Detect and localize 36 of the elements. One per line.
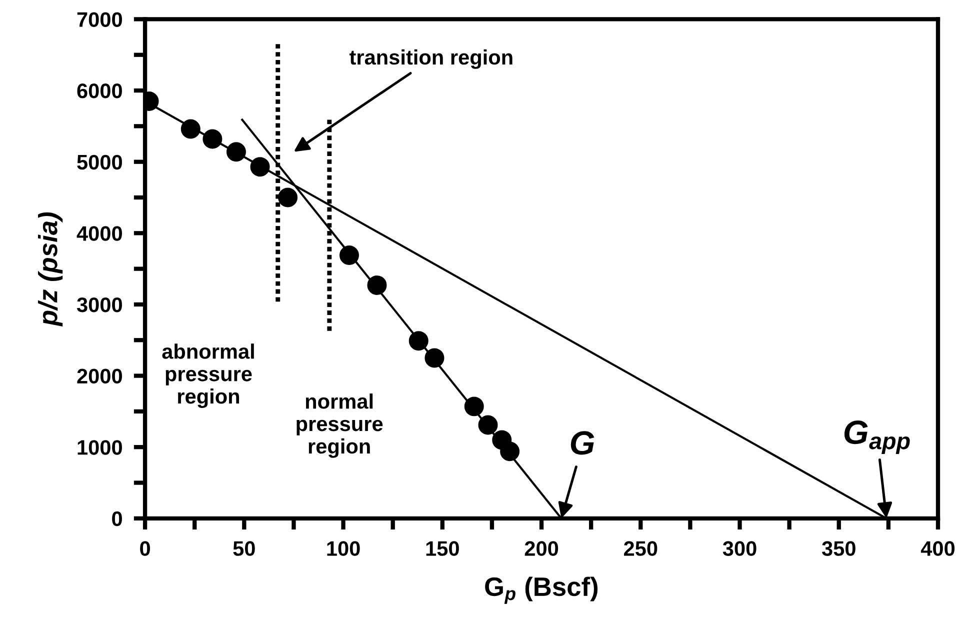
annotation: abnormal pressure region [162,344,254,408]
point [424,348,444,368]
y-axis-title: p/z (psia) [38,212,63,327]
y-tick-label: 7000 [77,12,122,27]
x-tick-label: 300 [722,541,756,556]
point [180,119,200,139]
point [250,157,270,177]
y-tick-label: 0 [112,511,122,526]
point [339,246,359,265]
annotation: G$_{app}$ [844,420,910,454]
x-tick-label: 0 [140,541,150,556]
point [202,129,222,149]
point [278,188,298,208]
point [478,415,498,435]
x-tick-label: 50 [233,541,255,556]
x-tick-label: 400 [920,541,955,556]
annotation: transition region [349,49,512,69]
y-tick-label: 5000 [77,154,122,170]
annotation: normal pressure region [296,393,383,458]
x-tick-label: 200 [524,541,558,556]
y-tick-label: 6000 [77,84,122,98]
point [500,442,520,462]
point [408,331,428,351]
x-axis-title: G$_{p}$ (Bscf) [485,576,598,604]
point [367,275,387,295]
y-tick-label: 4000 [76,226,122,241]
x-tick-label: 350 [822,541,856,556]
y-tick-label: 1000 [78,440,122,455]
point [226,142,246,162]
x-tick-label: 250 [624,541,658,556]
point [464,396,484,416]
x-tick-label: 100 [327,541,360,556]
y-tick-label: 2000 [77,368,122,384]
annotation: G [570,431,594,455]
y-tick-label: 3000 [76,297,122,312]
x-tick-label: 150 [426,541,459,556]
